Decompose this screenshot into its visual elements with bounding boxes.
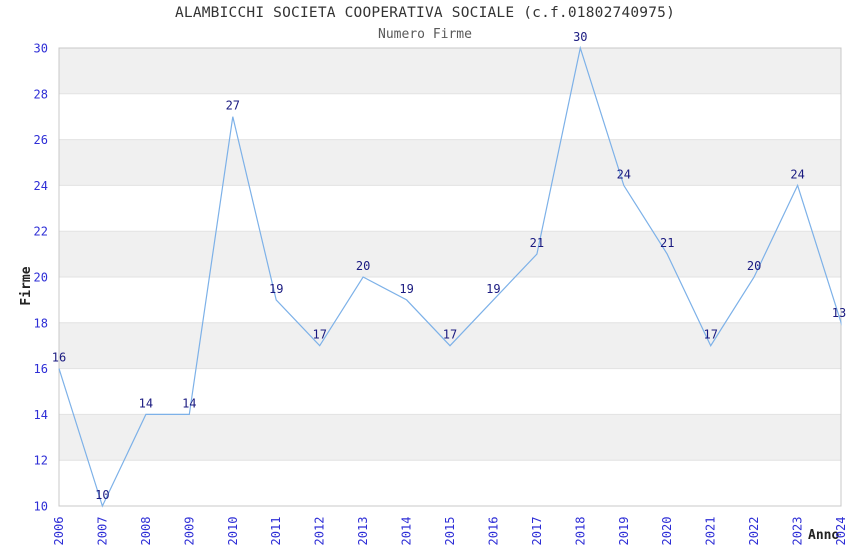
point-label: 21 bbox=[660, 236, 674, 250]
x-tick-label: 2010 bbox=[226, 517, 240, 546]
chart-subtitle: Numero Firme bbox=[378, 27, 472, 42]
y-tick-label: 14 bbox=[34, 408, 48, 422]
point-label: 30 bbox=[573, 30, 587, 44]
point-label: 19 bbox=[486, 282, 500, 296]
y-tick-label: 22 bbox=[34, 225, 48, 239]
point-label: 17 bbox=[443, 328, 457, 342]
point-label: 24 bbox=[790, 167, 804, 181]
x-tick-label: 2021 bbox=[704, 517, 718, 546]
x-tick-label: 2023 bbox=[791, 517, 805, 546]
y-tick-label: 20 bbox=[34, 271, 48, 285]
point-label: 13 bbox=[832, 306, 846, 320]
grid-band bbox=[59, 139, 841, 186]
y-tick-label: 18 bbox=[34, 316, 48, 330]
grid-band bbox=[59, 414, 841, 461]
x-tick-label: 2007 bbox=[95, 517, 109, 546]
point-label: 19 bbox=[269, 282, 283, 296]
x-tick-label: 2014 bbox=[400, 517, 414, 546]
point-label: 17 bbox=[703, 328, 717, 342]
point-label: 27 bbox=[226, 99, 240, 113]
grid-band bbox=[59, 231, 841, 277]
x-tick-label: 2013 bbox=[356, 517, 370, 546]
x-tick-label: 2022 bbox=[747, 517, 761, 546]
y-tick-label: 24 bbox=[34, 179, 48, 193]
point-label: 20 bbox=[356, 259, 370, 273]
x-tick-label: 2024 bbox=[834, 517, 848, 546]
point-labels: 16 10 14 14 27 19 17 20 19 17 19 21 30 24 21 17 20 24 13 bbox=[52, 30, 846, 502]
x-tick-label: 2016 bbox=[486, 517, 500, 546]
x-tick-label: 2019 bbox=[617, 517, 631, 546]
x-tick-label: 2012 bbox=[313, 517, 327, 546]
data-line bbox=[58, 46, 842, 508]
plot-bands bbox=[59, 48, 841, 461]
x-tick-label: 2006 bbox=[52, 517, 66, 546]
plot-border bbox=[58, 47, 842, 507]
x-tick-label: 2018 bbox=[573, 517, 587, 546]
point-label: 14 bbox=[139, 396, 153, 410]
x-tick-label: 2020 bbox=[660, 517, 674, 546]
point-label: 10 bbox=[95, 488, 109, 502]
gridlines bbox=[59, 93, 841, 461]
point-label: 19 bbox=[399, 282, 413, 296]
point-label: 16 bbox=[52, 351, 66, 365]
point-label: 20 bbox=[747, 259, 761, 273]
x-axis-title: Anno bbox=[808, 528, 840, 543]
x-tick-label: 2009 bbox=[182, 517, 196, 546]
y-tick-label: 10 bbox=[34, 500, 48, 514]
grid-band bbox=[59, 48, 841, 94]
y-tick-label: 12 bbox=[34, 454, 48, 468]
point-label: 21 bbox=[530, 236, 544, 250]
y-tick-label: 16 bbox=[34, 362, 48, 376]
x-tick-label: 2015 bbox=[443, 517, 457, 546]
y-tick-label: 28 bbox=[34, 87, 48, 101]
y-tick-label: 30 bbox=[34, 42, 48, 56]
y-tick-label: 26 bbox=[34, 133, 48, 147]
x-tick-label: 2008 bbox=[139, 517, 153, 546]
chart-title: ALAMBICCHI SOCIETA COOPERATIVA SOCIALE (… bbox=[174, 5, 676, 21]
x-tick-label: 2017 bbox=[530, 517, 544, 546]
x-tick-label: 2011 bbox=[269, 517, 283, 546]
point-label: 14 bbox=[182, 396, 196, 410]
point-label: 24 bbox=[617, 167, 631, 181]
y-tick-labels: 10 12 14 16 18 20 22 24 26 28 30 bbox=[34, 42, 48, 514]
point-label: 17 bbox=[312, 328, 326, 342]
x-tick-labels: 2006 2007 2008 2009 2010 2011 2012 2013 2014 2015… bbox=[52, 517, 848, 546]
